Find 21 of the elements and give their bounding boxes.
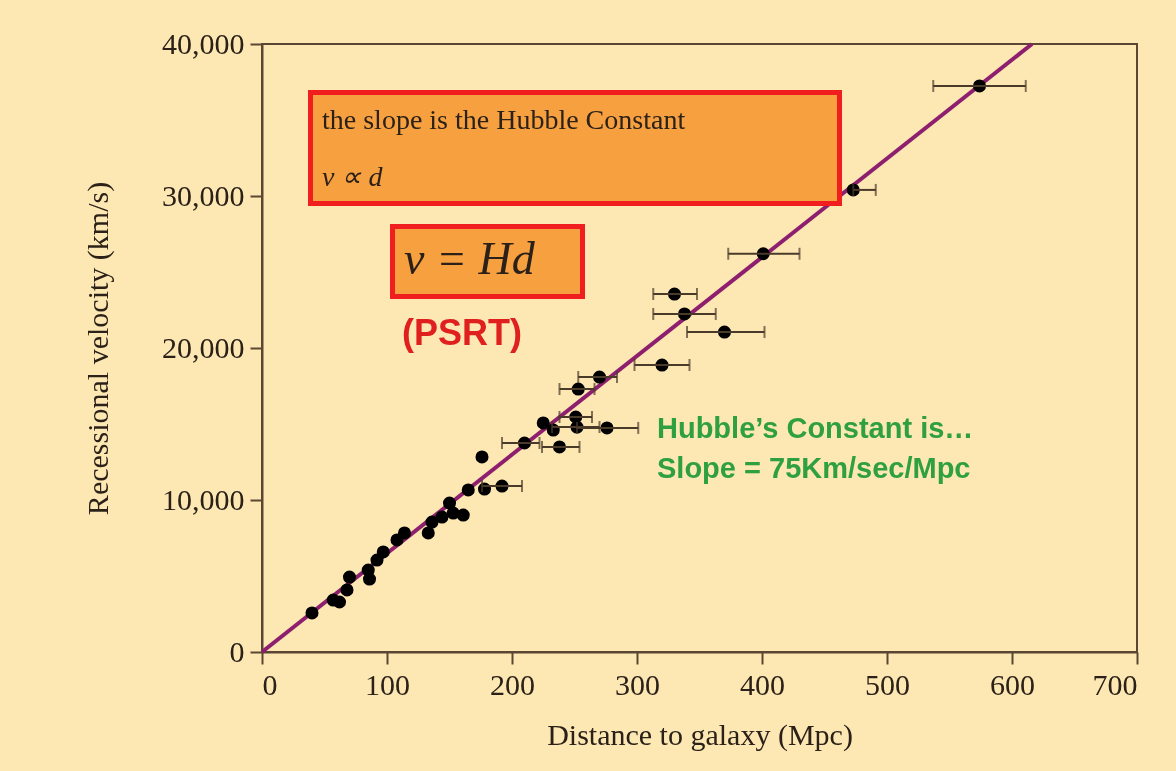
- x-tick-label: 700: [1092, 667, 1138, 701]
- x-tick-label: 300: [615, 667, 660, 701]
- x-axis-title: Distance to galaxy (Mpc): [547, 717, 853, 752]
- y-tick-label: 20,000: [162, 330, 245, 364]
- x-tick-label: 600: [990, 667, 1035, 701]
- y-tick-label: 30,000: [162, 178, 245, 212]
- x-tick-label: 100: [365, 667, 410, 701]
- x-tick-label: 200: [490, 667, 535, 701]
- annotation: Slope = 75Km/sec/Mpc: [657, 452, 971, 485]
- x-tick-label: 500: [865, 667, 910, 701]
- x-tick-label: 400: [740, 667, 785, 701]
- annotation: v = Hd: [404, 232, 535, 285]
- x-tick-label: 0: [262, 667, 278, 701]
- y-axis-title: Recessional velocity (km/s): [81, 181, 115, 516]
- annotation: Hubble’s Constant is…: [657, 412, 974, 445]
- annotation: v ∝ d: [322, 160, 383, 193]
- annotation: (PSRT): [402, 312, 522, 354]
- y-tick-label: 40,000: [162, 26, 245, 60]
- annotation: the slope is the Hubble Constant: [322, 104, 686, 136]
- y-tick-label: 10,000: [162, 482, 245, 516]
- y-tick-label: 0: [229, 634, 245, 668]
